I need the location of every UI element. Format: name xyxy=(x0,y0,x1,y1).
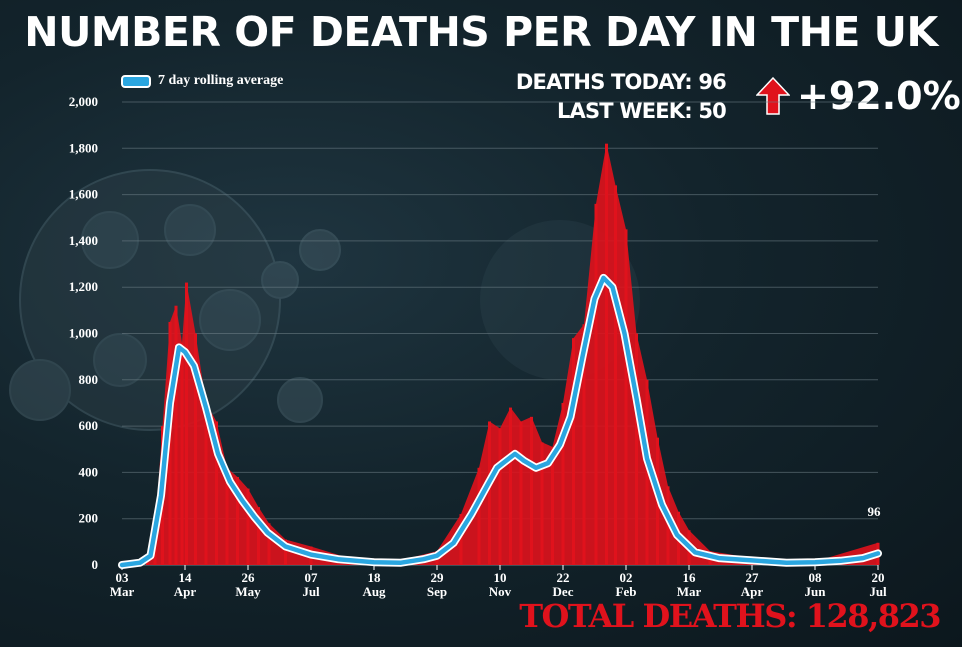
x-tick-day: 10 xyxy=(494,570,507,585)
deaths-bar xyxy=(257,507,260,565)
y-tick-label: 1,200 xyxy=(69,279,98,294)
total-deaths: TOTAL DEATHS: 128,823 xyxy=(519,597,941,635)
y-tick-label: 0 xyxy=(92,557,99,572)
x-tick-month: Aug xyxy=(362,584,386,599)
deaths-bar xyxy=(225,467,229,565)
x-tick-month: Apr xyxy=(174,584,197,599)
x-tick-day: 29 xyxy=(431,570,445,585)
deaths-bar xyxy=(459,514,463,565)
deaths-bar xyxy=(477,467,481,565)
deaths-bar xyxy=(624,229,628,565)
x-tick-day: 02 xyxy=(620,570,633,585)
deaths-bar xyxy=(194,333,197,565)
deaths-bar xyxy=(215,421,218,565)
deaths-bar xyxy=(605,143,608,566)
annotation-label: 96 xyxy=(868,504,882,519)
deaths-bar xyxy=(498,428,502,565)
deaths-bar xyxy=(551,446,554,565)
y-tick-label: 200 xyxy=(79,511,99,526)
x-tick-month: Jul xyxy=(869,584,887,599)
chart-title: NUMBER OF DEATHS PER DAY IN THE UK xyxy=(24,8,938,56)
deaths-today: DEATHS TODAY: 96 xyxy=(515,70,727,94)
x-tick-month: Dec xyxy=(553,584,574,599)
y-tick-label: 1,800 xyxy=(69,140,98,155)
y-tick-label: 1,000 xyxy=(69,326,98,341)
legend-label: 7 day rolling average xyxy=(158,73,284,88)
x-tick-month: Mar xyxy=(677,584,702,599)
deaths-bar xyxy=(267,523,271,565)
x-tick-month: May xyxy=(235,584,261,599)
percent-change: +92.0% xyxy=(797,74,961,118)
deaths-bar xyxy=(284,539,287,565)
x-tick-day: 22 xyxy=(557,570,570,585)
x-tick-day: 26 xyxy=(242,570,256,585)
x-tick-month: Sep xyxy=(427,584,447,599)
chart-legend: 7 day rolling average xyxy=(121,73,283,89)
y-tick-label: 1,400 xyxy=(69,233,98,248)
y-tick-label: 600 xyxy=(79,418,99,433)
x-tick-day: 08 xyxy=(809,570,823,585)
rolling-average-line xyxy=(119,275,881,568)
x-tick-month: Apr xyxy=(741,584,764,599)
deaths-bar xyxy=(635,333,638,565)
deaths-bar xyxy=(540,442,544,565)
deaths-bar xyxy=(509,407,512,565)
last-week: LAST WEEK: 50 xyxy=(556,99,727,123)
deaths-bar xyxy=(246,488,250,565)
y-tick-label: 2,000 xyxy=(69,94,98,109)
x-tick-month: Nov xyxy=(489,584,512,599)
up-arrow-icon xyxy=(756,77,790,115)
deaths-bar xyxy=(488,421,491,565)
x-tick-month: Jun xyxy=(805,584,827,599)
deaths-bar xyxy=(582,324,586,565)
x-tick-day: 18 xyxy=(368,570,382,585)
deaths-bar xyxy=(645,379,649,565)
deaths-bar xyxy=(530,416,533,565)
x-tick-month: Feb xyxy=(616,584,637,599)
stats-panel: DEATHS TODAY: 96 LAST WEEK: 50 xyxy=(515,68,727,126)
deaths-bar xyxy=(614,185,617,565)
deaths-bar xyxy=(594,203,598,566)
deaths-bar xyxy=(174,305,178,565)
deaths-bar xyxy=(572,338,575,565)
x-tick-day: 27 xyxy=(746,570,760,585)
y-tick-label: 1,600 xyxy=(69,187,98,202)
x-tick-month: Mar xyxy=(110,584,135,599)
x-tick-month: Jul xyxy=(302,584,320,599)
x-tick-day: 03 xyxy=(116,570,130,585)
x-tick-day: 16 xyxy=(683,570,697,585)
deaths-bar xyxy=(561,402,565,565)
deaths-bars-area xyxy=(147,143,878,566)
deaths-bar xyxy=(204,402,208,565)
x-tick-day: 20 xyxy=(872,570,885,585)
y-tick-label: 800 xyxy=(79,372,99,387)
y-tick-label: 400 xyxy=(79,464,99,479)
legend-swatch xyxy=(121,74,151,88)
deaths-bar xyxy=(236,477,239,565)
deaths-bar xyxy=(185,282,188,565)
deaths-bar xyxy=(180,342,184,565)
x-tick-day: 14 xyxy=(179,570,193,585)
x-tick-day: 07 xyxy=(305,570,319,585)
deaths-bar xyxy=(519,421,523,565)
